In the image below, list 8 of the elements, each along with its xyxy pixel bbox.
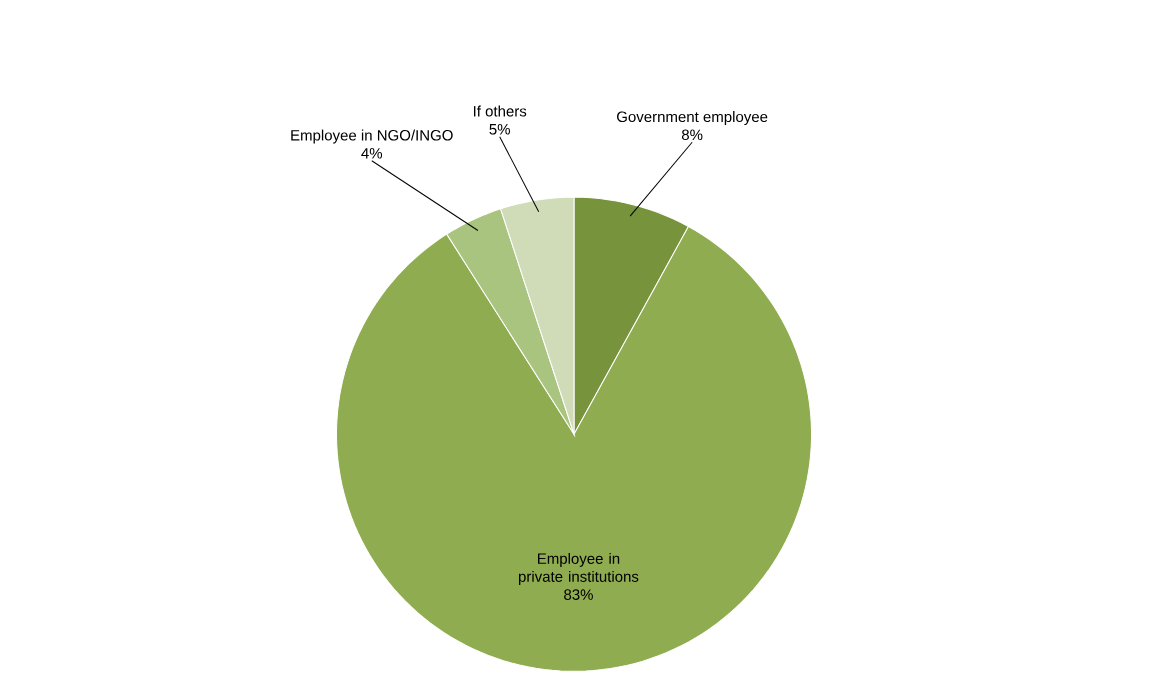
data-label: 5%	[489, 124, 510, 135]
data-label: 8%	[681, 129, 703, 141]
slice-label: Government employee	[617, 111, 768, 126]
data-label: 4%	[361, 148, 383, 159]
slice-label: If others	[473, 105, 527, 117]
slice-label: Employee in NGO/INGO	[291, 129, 453, 144]
data-label: 83%	[564, 589, 593, 600]
slice-label: Employee in private institutions	[519, 552, 639, 585]
